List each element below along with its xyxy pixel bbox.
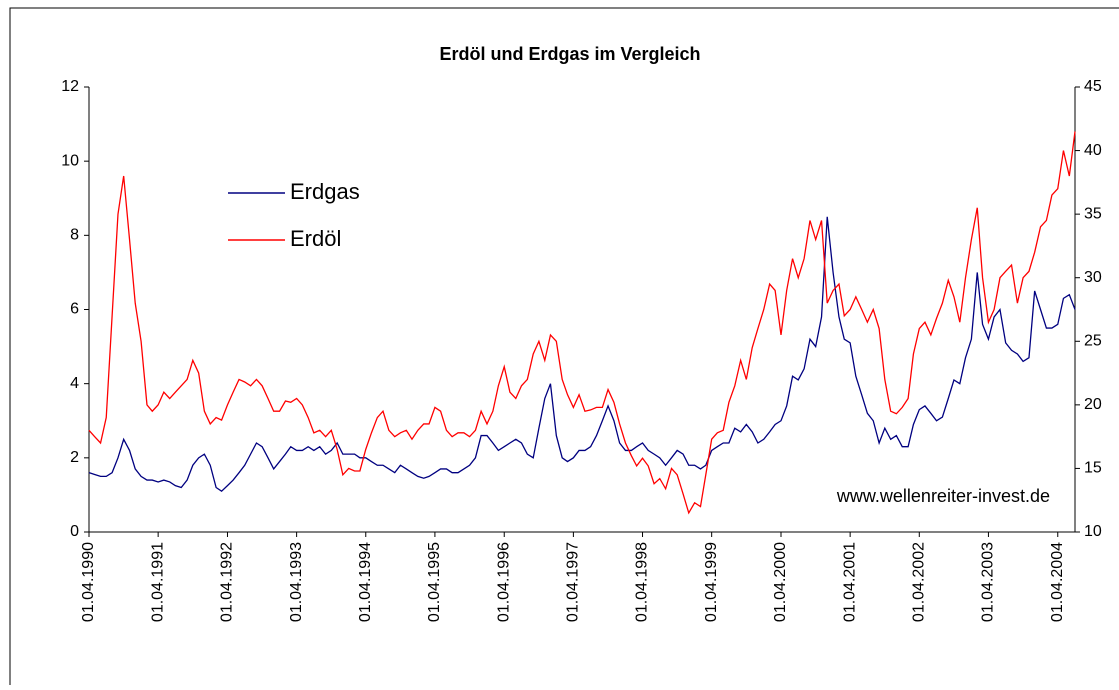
y2-tick-label: 15 xyxy=(1084,460,1102,477)
chart-frame xyxy=(9,7,1119,690)
y2-tick-label: 45 xyxy=(1084,78,1102,95)
x-tick-label: 01.04.1991 xyxy=(149,542,166,622)
x-tick-label: 01.04.2003 xyxy=(980,542,997,622)
x-tick-label: 01.04.2002 xyxy=(911,542,928,622)
x-tick-label: 01.04.1998 xyxy=(634,542,651,622)
x-tick-label: 01.04.1992 xyxy=(219,542,236,622)
x-tick-label: 01.04.2001 xyxy=(841,542,858,622)
x-tick-label: 01.04.1996 xyxy=(495,542,512,622)
y-tick-label: 12 xyxy=(61,78,79,95)
annotation: www.wellenreiter-invest.de xyxy=(836,486,1050,506)
y2-tick-label: 35 xyxy=(1084,205,1102,222)
y2-tick-label: 10 xyxy=(1084,523,1102,540)
y-tick-label: 4 xyxy=(70,375,79,392)
x-tick-label: 01.04.2004 xyxy=(1049,542,1066,622)
y-tick-label: 10 xyxy=(61,152,79,169)
x-tick-label: 01.04.1993 xyxy=(288,542,305,622)
x-tick-label: 01.04.2000 xyxy=(772,542,789,622)
y2-tick-label: 30 xyxy=(1084,269,1102,286)
y-tick-label: 2 xyxy=(70,449,79,466)
x-tick-label: 01.04.1997 xyxy=(565,542,582,622)
x-tick-label: 01.04.1995 xyxy=(426,542,443,622)
chart-title: Erdöl und Erdgas im Vergleich xyxy=(439,44,700,64)
x-tick-label: 01.04.1990 xyxy=(80,542,97,622)
y2-tick-label: 25 xyxy=(1084,333,1102,350)
series-line xyxy=(88,216,1076,493)
legend-label: Erdgas xyxy=(290,179,360,204)
x-tick-label: 01.04.1999 xyxy=(703,542,720,622)
x-tick-label: 01.04.1994 xyxy=(357,542,374,622)
y-tick-label: 6 xyxy=(70,301,79,318)
legend-label: Erdöl xyxy=(290,226,341,251)
y-tick-label: 8 xyxy=(70,227,79,244)
series-line xyxy=(88,131,1076,515)
y2-tick-label: 20 xyxy=(1084,396,1102,413)
y-tick-label: 0 xyxy=(70,523,79,540)
y2-tick-label: 40 xyxy=(1084,142,1102,159)
